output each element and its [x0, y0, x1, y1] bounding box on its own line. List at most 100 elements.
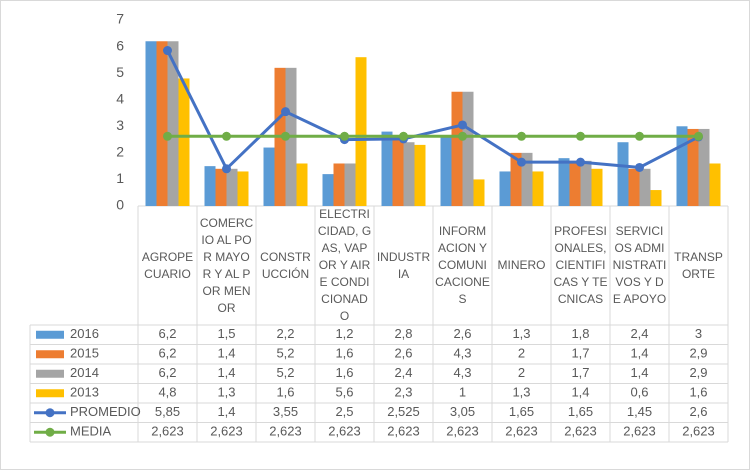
y-tick-label: 1 [116, 170, 124, 186]
table-value: 1,5 [217, 326, 235, 341]
table-value: 5,2 [276, 346, 294, 361]
table-value: 6,2 [158, 346, 176, 361]
bar [569, 160, 581, 206]
legend-key [36, 350, 64, 359]
bar [237, 171, 249, 206]
bar [650, 190, 662, 206]
x-tick-label: INDUSTRIA [376, 249, 431, 281]
table-value: 1,7 [571, 346, 589, 361]
table-value: 2,6 [394, 346, 412, 361]
line-marker [399, 131, 408, 141]
table-value: 2,623 [328, 424, 361, 439]
table-value: 2,9 [689, 365, 707, 380]
x-tick-label: COMERCIO AL POR MAYOR Y AL POR MENOR [199, 215, 254, 315]
bar [698, 128, 710, 206]
bar [403, 142, 415, 206]
y-tick-label: 3 [116, 117, 124, 133]
x-tick-label: AGROPECUARIO [141, 249, 194, 281]
table-value: 2,623 [505, 424, 538, 439]
bar [521, 152, 533, 206]
bar [414, 144, 426, 206]
table-value: 2,623 [151, 424, 184, 439]
legend-label: 2016 [70, 326, 99, 341]
table-value: 1,3 [217, 385, 235, 400]
y-tick-label: 0 [116, 197, 124, 213]
bar [580, 160, 592, 206]
legend-key [45, 408, 55, 418]
category-cell: MINERO [497, 258, 546, 272]
table-value: 6,2 [158, 365, 176, 380]
x-tick-label: TRANSPORTE [674, 249, 723, 281]
table-value: 1,65 [509, 404, 534, 419]
bar [687, 128, 699, 206]
table-value: 5,85 [155, 404, 180, 419]
line-marker [340, 131, 349, 141]
bar [296, 163, 308, 206]
table-value: 0,6 [630, 385, 648, 400]
bar [381, 131, 393, 206]
bar [462, 91, 474, 206]
x-tick-label: ELECTRICIDAD, GAS, VAPOR Y AIRE CONDICIO… [317, 207, 372, 323]
line-marker [281, 107, 290, 117]
table-value: 2,4 [630, 326, 648, 341]
bar [392, 136, 404, 206]
legend-key [36, 330, 64, 339]
category-cell: CONSTRUCCIÓN [260, 249, 311, 281]
category-cell: SERVICIOS ADMINISTRATIVOS Y DE APOYO [612, 224, 667, 306]
legend-key [45, 427, 55, 437]
table-value: 1,2 [335, 326, 353, 341]
bar [532, 171, 544, 206]
line-marker [163, 131, 172, 141]
category-cell: INFORMACION Y COMUNICACIONES [435, 224, 490, 306]
table-value: 6,2 [158, 326, 176, 341]
bar [215, 168, 227, 206]
line-marker [576, 131, 585, 141]
bar [344, 163, 356, 206]
x-tick-label: SERVICIOS ADMINISTRATIVOS Y DE APOYO [612, 224, 667, 306]
table-value: 2,9 [689, 346, 707, 361]
bar [440, 136, 452, 206]
bar [473, 179, 485, 206]
table-value: 1,6 [276, 385, 294, 400]
line-marker [163, 46, 172, 56]
table-value: 2,623 [564, 424, 597, 439]
table-value: 2,4 [394, 365, 412, 380]
table-value: 2,6 [453, 326, 471, 341]
category-cell: TRANSPORTE [674, 249, 723, 281]
table-value: 1,4 [630, 365, 648, 380]
table-value: 2,623 [623, 424, 656, 439]
table-value: 2,623 [387, 424, 420, 439]
table-value: 2,2 [276, 326, 294, 341]
y-tick-label: 7 [116, 11, 124, 27]
table-value: 1,4 [217, 346, 235, 361]
x-tick-label: CONSTRUCCIÓN [260, 249, 311, 281]
table-value: 5,6 [335, 385, 353, 400]
bar [156, 41, 168, 206]
bar [591, 168, 603, 206]
bar [628, 168, 640, 206]
line [166, 49, 700, 172]
table-value: 2,3 [394, 385, 412, 400]
table-value: 3,05 [450, 404, 475, 419]
x-tick-label: PROFESIONALES, CIENTIFICAS Y TECNICAS [553, 224, 608, 306]
legend-label: 2015 [70, 346, 99, 361]
bar [333, 163, 345, 206]
line-marker [635, 162, 644, 172]
table-value: 1,3 [512, 326, 530, 341]
x-tick-label: MINERO [497, 258, 546, 272]
table-value: 2,5 [335, 404, 353, 419]
table-value: 1,4 [217, 365, 235, 380]
line-marker [458, 131, 467, 141]
line-marker [281, 131, 290, 141]
bar [499, 171, 511, 206]
table-value: 1,4 [217, 404, 235, 419]
table-value: 5,2 [276, 365, 294, 380]
line-marker [517, 157, 526, 167]
table-value: 3 [695, 326, 702, 341]
bar [226, 168, 238, 206]
y-tick-label: 4 [116, 90, 124, 106]
legend-label: PROMEDIO [70, 404, 141, 419]
category-cell: INDUSTRIA [376, 249, 431, 281]
y-tick-label: 2 [116, 144, 124, 160]
bar [204, 166, 216, 206]
